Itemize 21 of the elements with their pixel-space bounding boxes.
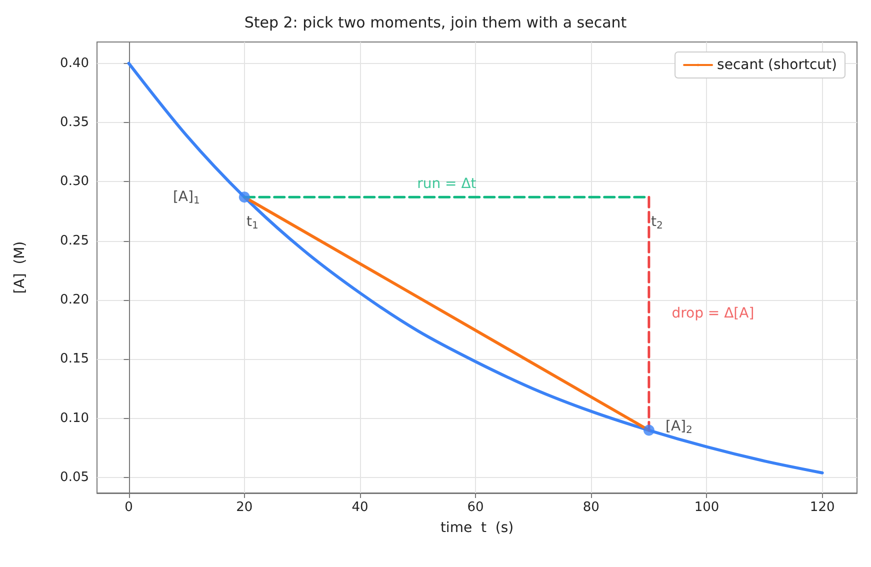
y-tick-label: 0.30 <box>60 174 89 190</box>
x-tick-label: 40 <box>352 500 368 515</box>
y-tick-label: 0.20 <box>60 292 89 308</box>
x-tick-label: 100 <box>694 500 720 515</box>
y-tick-label: 0.10 <box>60 410 89 426</box>
x-tick-label: 20 <box>236 500 253 515</box>
y-tick-label: 0.25 <box>60 233 89 248</box>
legend-label: secant (shortcut) <box>717 57 838 73</box>
annotation: run = Δt <box>417 176 477 192</box>
x-tick-label: 80 <box>582 500 600 515</box>
y-tick-label: 0.05 <box>60 470 89 486</box>
x-tick-label: 0 <box>124 500 133 515</box>
x-tick-label: 120 <box>810 500 835 515</box>
y-tick-label: 0.40 <box>60 56 89 71</box>
y-tick-label: 0.35 <box>60 114 89 130</box>
chart-title: Step 2: pick two moments, join them with a secant <box>244 14 627 32</box>
annotation: drop = Δ[A] <box>672 306 754 322</box>
y-tick-label: 0.15 <box>60 352 89 367</box>
x-tick-label: 60 <box>467 500 484 515</box>
y-axis-title: [A] (M) <box>12 241 28 294</box>
x-axis-title: time t (s) <box>440 520 514 536</box>
